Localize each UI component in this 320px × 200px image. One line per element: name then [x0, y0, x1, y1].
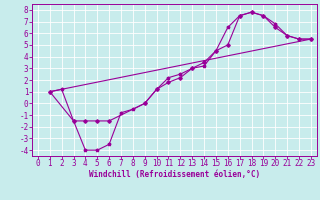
X-axis label: Windchill (Refroidissement éolien,°C): Windchill (Refroidissement éolien,°C)	[89, 170, 260, 179]
